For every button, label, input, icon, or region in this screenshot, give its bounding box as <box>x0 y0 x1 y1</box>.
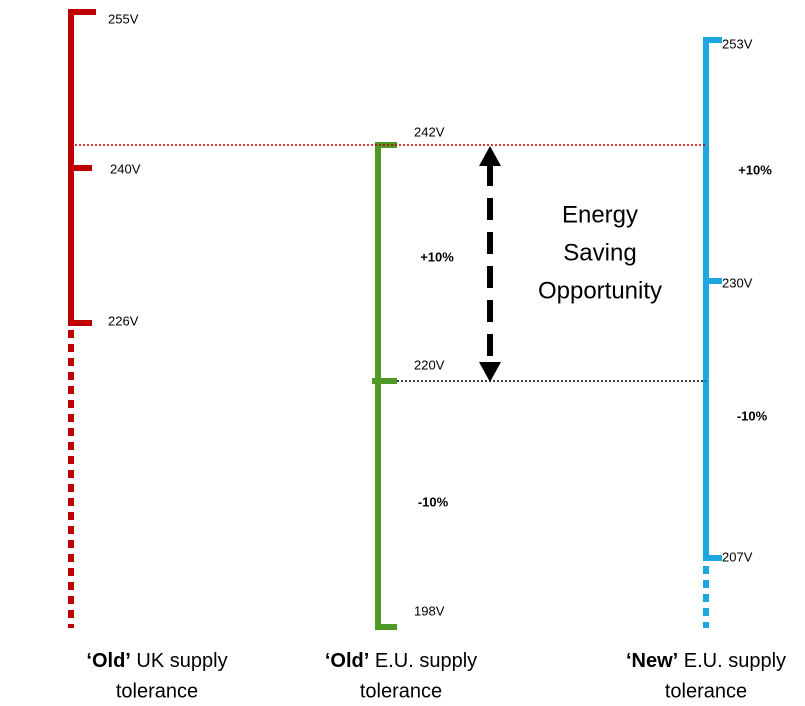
percent-label: +10% <box>738 162 772 177</box>
caption-mark: ‘Old’ <box>86 650 130 672</box>
caption-mark: ‘Old’ <box>325 650 369 672</box>
percent-label: -10% <box>418 494 449 509</box>
caption: ‘Old’ UK supply <box>86 650 227 672</box>
level-label: 240V <box>110 161 141 176</box>
double-arrow <box>479 146 501 382</box>
annotation: Opportunity <box>538 277 662 304</box>
caption: tolerance <box>360 680 442 701</box>
new-eu-column <box>703 37 722 628</box>
level-label: 253V <box>722 36 753 51</box>
caption: tolerance <box>665 680 747 701</box>
caption: ‘New’ E.U. supply <box>626 650 786 672</box>
annotation: Saving <box>563 239 636 266</box>
level-label: 226V <box>108 313 139 328</box>
level-label: 230V <box>722 275 753 290</box>
caption: tolerance <box>116 680 198 701</box>
caption-text: E.U. supply <box>678 650 786 672</box>
level-label: 220V <box>414 357 445 372</box>
percent-label: +10% <box>420 249 454 264</box>
caption-text: E.U. supply <box>369 650 477 672</box>
caption-mark: ‘New’ <box>626 650 678 672</box>
caption: ‘Old’ E.U. supply <box>325 650 477 672</box>
annotation: Energy <box>562 201 638 228</box>
level-label: 198V <box>414 603 445 618</box>
percent-label: -10% <box>737 408 768 423</box>
old-eu-column <box>372 142 397 630</box>
level-label: 255V <box>108 11 139 26</box>
caption-text: UK supply <box>131 650 228 672</box>
level-label: 242V <box>414 124 445 139</box>
uk-column <box>68 9 96 628</box>
level-label: 207V <box>722 549 753 564</box>
arrow-head <box>479 146 501 166</box>
arrow-head <box>479 362 501 382</box>
